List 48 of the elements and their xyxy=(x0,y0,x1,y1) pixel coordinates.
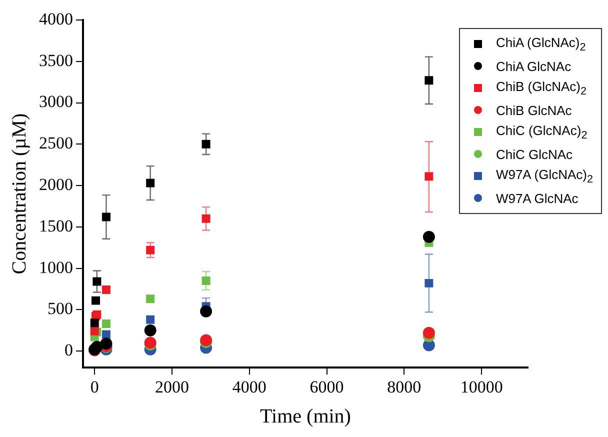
point xyxy=(102,286,110,294)
point xyxy=(422,326,435,339)
point xyxy=(146,246,155,254)
y-tick-label: 3500 xyxy=(39,50,73,70)
point xyxy=(202,214,210,223)
legend-label: ChiA (GlcNAc)$_{2}$ xyxy=(496,34,586,54)
y-axis-title: Concentration (µM) xyxy=(8,113,30,274)
legend-label: W97A GlcNAc xyxy=(496,190,578,206)
x-tick-label: 10000 xyxy=(460,377,503,396)
y-tick-label: 3000 xyxy=(39,92,73,112)
legend-label: ChiB (GlcNAc)$_{2}$ xyxy=(496,78,586,98)
y-tick-label: 1500 xyxy=(39,216,73,236)
point xyxy=(92,296,100,305)
x-tick-label: 0 xyxy=(90,377,99,396)
point xyxy=(90,340,103,353)
point xyxy=(424,76,434,85)
point xyxy=(202,140,210,148)
point xyxy=(146,315,155,324)
point xyxy=(102,319,110,328)
point xyxy=(92,277,102,286)
x-axis-title: Time (min) xyxy=(260,405,351,428)
x-tick-label: 6000 xyxy=(310,377,344,396)
point xyxy=(90,326,99,336)
legend-label: ChiC GlcNAc xyxy=(496,146,573,162)
x-tick-label: 4000 xyxy=(232,377,266,396)
x-tick-label: 8000 xyxy=(387,377,422,396)
y-tick-label: 0 xyxy=(64,340,73,360)
y-tick-label: 1000 xyxy=(39,258,73,277)
legend-label: ChiC (GlcNAc)$_{2}$ xyxy=(496,122,588,142)
y-tick-label: 4000 xyxy=(39,9,73,28)
point xyxy=(144,324,156,336)
point xyxy=(202,276,210,285)
point xyxy=(422,230,435,243)
point xyxy=(146,294,155,304)
legend-label: ChiB GlcNAc xyxy=(496,102,572,118)
point xyxy=(424,172,434,181)
x-tick-label: 2000 xyxy=(155,377,189,396)
point xyxy=(90,318,99,328)
legend-label: ChiA GlcNAc xyxy=(496,58,572,74)
point xyxy=(100,338,112,350)
point xyxy=(424,278,434,288)
y-tick-label: 500 xyxy=(48,299,73,318)
point xyxy=(102,212,110,222)
point xyxy=(200,305,212,318)
y-tick-label: 2500 xyxy=(39,134,73,153)
point xyxy=(146,178,155,188)
legend-label: W97A (GlcNAc)$_{2}$ xyxy=(496,166,593,186)
y-tick-label: 2000 xyxy=(39,174,73,194)
